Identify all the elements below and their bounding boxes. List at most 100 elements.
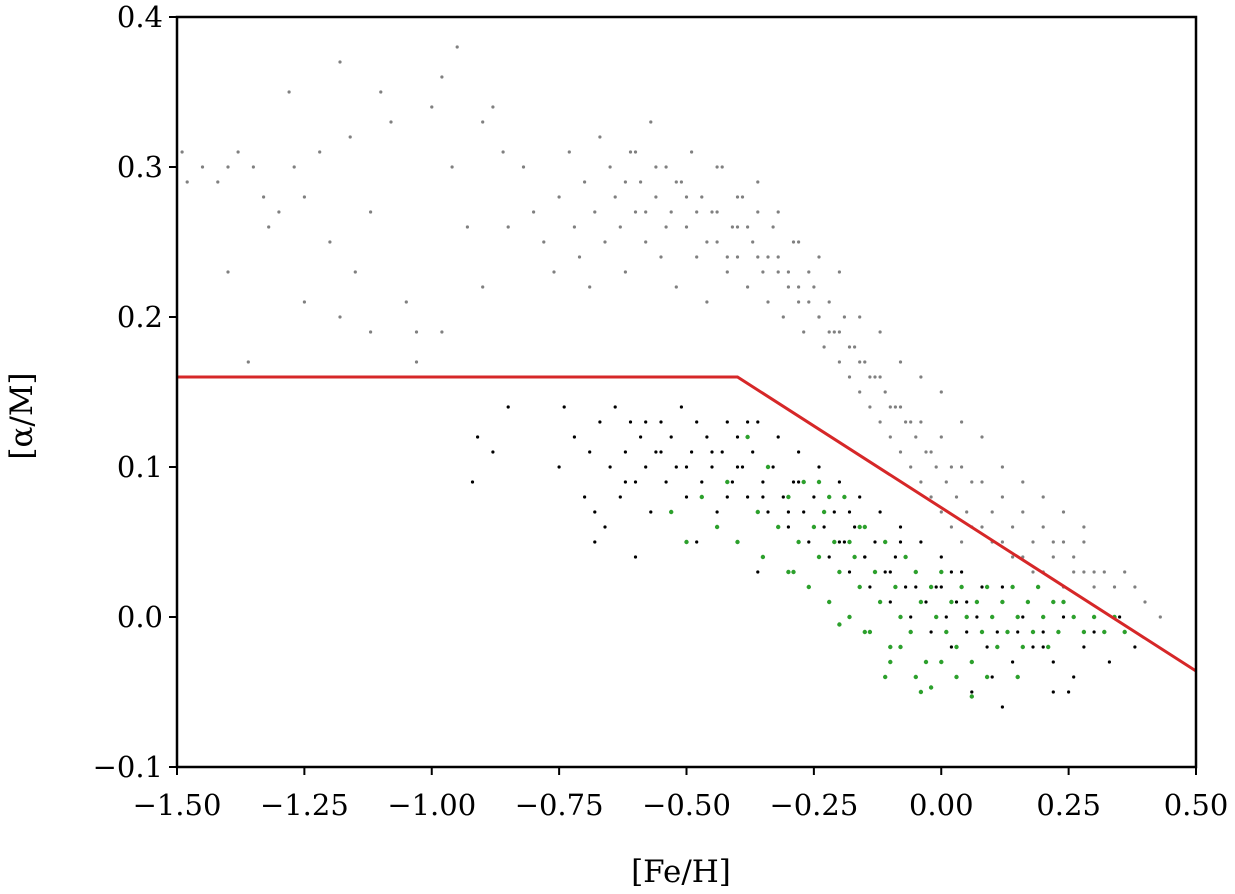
grey-point	[847, 345, 852, 349]
grey-point	[700, 195, 704, 199]
black-point	[975, 615, 979, 619]
x-axis-ticks: −1.50 −1.25 −1.00 −0.75 −0.50 −0.25 0.00 0.25 0.…	[133, 767, 1228, 822]
grey-point	[1158, 615, 1162, 619]
grey-point	[802, 330, 806, 334]
green-point	[903, 554, 908, 560]
grey-point	[1123, 570, 1127, 574]
black-point	[924, 600, 928, 604]
grey-point	[1021, 480, 1025, 484]
green-point	[1091, 614, 1097, 620]
grey-point	[929, 495, 933, 499]
black-point	[679, 405, 684, 409]
grey-point	[501, 150, 505, 154]
grey-point	[771, 225, 775, 229]
black-point	[633, 555, 638, 559]
black-point	[756, 570, 760, 574]
black-point	[791, 480, 796, 484]
green-point	[1061, 599, 1066, 605]
black-point	[965, 600, 969, 604]
grey-point	[898, 450, 903, 454]
black-point	[476, 435, 480, 439]
grey-point	[960, 465, 964, 469]
green-point	[928, 584, 934, 590]
green-point	[964, 614, 969, 620]
black-point	[970, 690, 974, 694]
black-point	[644, 420, 648, 424]
black-point	[664, 480, 668, 484]
green-point	[888, 644, 893, 650]
black-point	[1072, 675, 1076, 679]
black-point	[1092, 630, 1096, 634]
grey-point	[684, 225, 689, 229]
x-tick-label: 0.25	[1036, 788, 1101, 822]
green-point	[816, 479, 822, 485]
grey-point	[756, 255, 760, 259]
black-point	[715, 510, 719, 514]
black-point	[1000, 705, 1005, 709]
green-point	[862, 524, 867, 530]
green-point	[867, 629, 873, 635]
green-point	[893, 584, 898, 590]
grey-point	[598, 135, 602, 139]
grey-point	[735, 225, 740, 229]
grey-point	[1051, 555, 1055, 559]
green-point	[786, 494, 791, 500]
grey-point	[1112, 585, 1117, 589]
green-point	[1122, 629, 1127, 635]
grey-point	[287, 90, 291, 94]
plot-frame	[175, 15, 1198, 769]
grey-point	[817, 315, 821, 319]
green-point	[918, 689, 924, 695]
grey-point	[664, 225, 668, 229]
grey-point	[715, 240, 719, 244]
black-point	[1051, 690, 1055, 694]
green-point	[714, 524, 720, 530]
green-point	[979, 629, 985, 635]
green-point	[852, 554, 857, 560]
black-point	[939, 585, 943, 589]
grey-point	[1061, 510, 1066, 514]
grey-point	[980, 435, 984, 439]
grey-point	[1133, 585, 1137, 589]
grey-point	[251, 165, 255, 169]
grey-point	[776, 210, 780, 214]
grey-point	[200, 165, 205, 169]
grey-point	[751, 240, 755, 244]
grey-point	[1072, 570, 1076, 574]
grey-point	[944, 480, 948, 484]
grey-point	[679, 180, 684, 184]
grey-point	[791, 240, 796, 244]
black-point	[623, 450, 628, 454]
black-point	[557, 465, 561, 469]
black-point	[674, 465, 678, 469]
grey-point	[1092, 585, 1096, 589]
black-point	[583, 495, 587, 499]
green-point	[699, 494, 704, 500]
grey-point	[705, 240, 709, 244]
grey-point	[481, 285, 485, 289]
green-point	[816, 554, 822, 560]
grey-point	[1051, 540, 1055, 544]
grey-point	[440, 330, 444, 334]
grey-point	[440, 75, 444, 79]
black-point	[985, 645, 989, 649]
grey-point	[226, 270, 230, 274]
x-tick-label: −0.75	[515, 788, 604, 822]
black-point	[608, 465, 612, 469]
grey-point	[837, 270, 842, 274]
black-point	[802, 510, 806, 514]
grey-point	[1082, 570, 1086, 574]
green-point	[954, 674, 959, 680]
y-tick-label: 0.2	[117, 300, 163, 334]
grey-point	[893, 405, 898, 409]
grey-point	[960, 420, 964, 424]
grey-point	[939, 435, 943, 439]
black-point	[761, 495, 765, 499]
black-point	[1041, 630, 1045, 634]
y-tick-label: 0.1	[117, 450, 163, 484]
green-point	[888, 659, 893, 665]
black-point	[572, 435, 577, 439]
grey-point	[369, 210, 373, 214]
black-point	[837, 480, 842, 484]
